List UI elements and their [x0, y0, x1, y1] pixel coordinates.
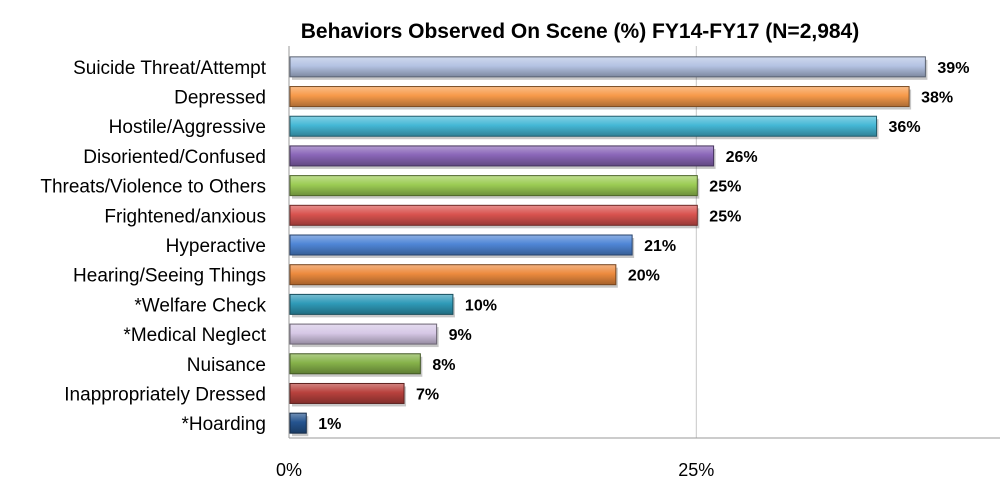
bar: [289, 353, 421, 375]
bar: [289, 234, 633, 256]
data-label: 7%: [416, 386, 439, 403]
data-label: 9%: [449, 327, 472, 344]
bar: [289, 175, 698, 197]
category-label: *Hoarding: [182, 414, 267, 435]
data-label: 1%: [318, 416, 341, 433]
category-label: Hearing/Seeing Things: [73, 266, 266, 287]
bar: [289, 323, 438, 345]
category-label: *Medical Neglect: [123, 325, 266, 346]
bar: [289, 86, 910, 108]
category-label: Frightened/anxious: [104, 206, 266, 227]
category-label: Suicide Threat/Attempt: [73, 58, 267, 79]
category-label: Disoriented/Confused: [83, 147, 266, 168]
category-label: Hostile/Aggressive: [109, 117, 266, 138]
x-tick-label: 0%: [276, 460, 302, 480]
bar: [289, 204, 698, 226]
data-label: 21%: [644, 238, 676, 255]
bar: [289, 412, 307, 434]
category-label: Threats/Violence to Others: [40, 177, 266, 198]
chart-title: Behaviors Observed On Scene (%) FY14-FY1…: [301, 20, 859, 43]
bars-layer: [289, 56, 928, 437]
data-label: 26%: [726, 149, 758, 166]
category-label: *Welfare Check: [134, 295, 266, 316]
bar: [289, 293, 454, 315]
data-label: 38%: [921, 90, 953, 107]
bar: [289, 115, 878, 137]
bar: [289, 145, 715, 167]
category-label: Nuisance: [187, 355, 266, 376]
data-label: 10%: [465, 297, 497, 314]
bar: [289, 56, 926, 78]
axis-layer: 0% 25%: [276, 46, 1000, 480]
data-label: 25%: [709, 179, 741, 196]
data-label: 8%: [432, 357, 455, 374]
category-label: Hyperactive: [166, 236, 266, 257]
data-label: 20%: [628, 268, 660, 285]
x-tick-label: 25%: [678, 460, 714, 480]
labels-layer: Suicide Threat/Attempt 39% Depressed 38% Hos…: [40, 58, 969, 435]
category-label: Inappropriately Dressed: [64, 384, 266, 405]
data-label: 39%: [937, 60, 969, 77]
bar: [289, 382, 405, 404]
category-label: Depressed: [174, 88, 266, 109]
data-label: 25%: [709, 208, 741, 225]
data-label: 36%: [889, 119, 921, 136]
bar: [289, 264, 617, 286]
